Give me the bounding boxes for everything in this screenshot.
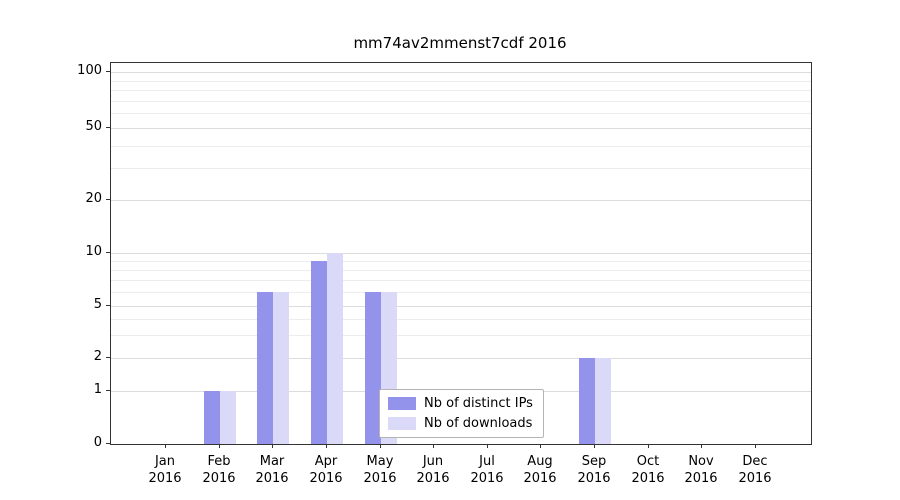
x-tick-label: Feb 2016 [202,454,236,486]
gridline-minor [111,280,811,281]
bar-downloads [327,253,343,444]
x-tick-label: May 2016 [363,454,397,486]
bar-distinct-ips [257,292,273,444]
y-tick-mark [106,71,110,72]
x-tick-mark [594,444,595,448]
y-tick-mark [106,357,110,358]
y-tick-label: 50 [85,119,102,134]
x-tick-label: Apr 2016 [309,454,343,486]
gridline-minor [111,81,811,82]
gridline-major [111,253,811,254]
y-tick-label: 0 [93,435,102,450]
y-tick-mark [106,305,110,306]
x-tick-mark [701,444,702,448]
gridline-minor [111,335,811,336]
y-tick-mark [106,127,110,128]
x-tick-label: Jun 2016 [416,454,450,486]
bar-distinct-ips [365,292,381,444]
x-tick-mark [487,444,488,448]
gridline-minor [111,113,811,114]
y-tick-mark [106,390,110,391]
gridline-minor [111,292,811,293]
legend-label: Nb of downloads [424,416,533,431]
bar-downloads [273,292,289,444]
legend-swatch-downloads [388,417,416,430]
chart-title: mm74av2mmenst7cdf 2016 [353,34,567,52]
x-tick-mark [433,444,434,448]
gridline-major [111,72,811,73]
y-tick-label: 5 [93,297,102,312]
x-tick-mark [648,444,649,448]
y-tick-mark [106,199,110,200]
gridline-major [111,128,811,129]
plot-area: Nb of distinct IPs Nb of downloads [110,62,812,445]
x-tick-label: Sep 2016 [577,454,611,486]
gridline-minor [111,101,811,102]
x-tick-label: Oct 2016 [631,454,665,486]
gridline-minor [111,90,811,91]
gridline-major [111,200,811,201]
x-tick-label: Nov 2016 [684,454,718,486]
gridline-minor [111,270,811,271]
legend-label: Nb of distinct IPs [424,396,533,411]
bar-downloads [595,358,611,444]
bar-distinct-ips [204,391,220,444]
y-tick-label: 20 [85,191,102,206]
y-tick-label: 100 [77,63,102,78]
x-tick-mark [540,444,541,448]
x-tick-mark [755,444,756,448]
x-tick-mark [380,444,381,448]
x-tick-label: Aug 2016 [523,454,557,486]
gridline-minor [111,146,811,147]
x-tick-mark [272,444,273,448]
legend-row: Nb of distinct IPs [388,396,533,411]
y-tick-label: 10 [85,244,102,259]
x-tick-mark [326,444,327,448]
y-tick-mark [106,252,110,253]
x-tick-label: Jan 2016 [148,454,182,486]
gridline-minor [111,168,811,169]
legend-row: Nb of downloads [388,416,533,431]
gridline-major [111,306,811,307]
gridline-minor [111,261,811,262]
x-tick-label: Jul 2016 [470,454,504,486]
x-tick-label: Dec 2016 [738,454,772,486]
gridline-major [111,358,811,359]
legend-swatch-distinct-ips [388,397,416,410]
gridline-minor [111,319,811,320]
bar-downloads [220,391,236,444]
y-tick-mark [106,443,110,444]
y-tick-label: 2 [93,349,102,364]
x-tick-mark [219,444,220,448]
bar-distinct-ips [579,358,595,444]
y-tick-label: 1 [93,382,102,397]
x-tick-label: Mar 2016 [255,454,289,486]
legend: Nb of distinct IPs Nb of downloads [379,389,544,438]
x-tick-mark [165,444,166,448]
bar-distinct-ips [311,261,327,444]
